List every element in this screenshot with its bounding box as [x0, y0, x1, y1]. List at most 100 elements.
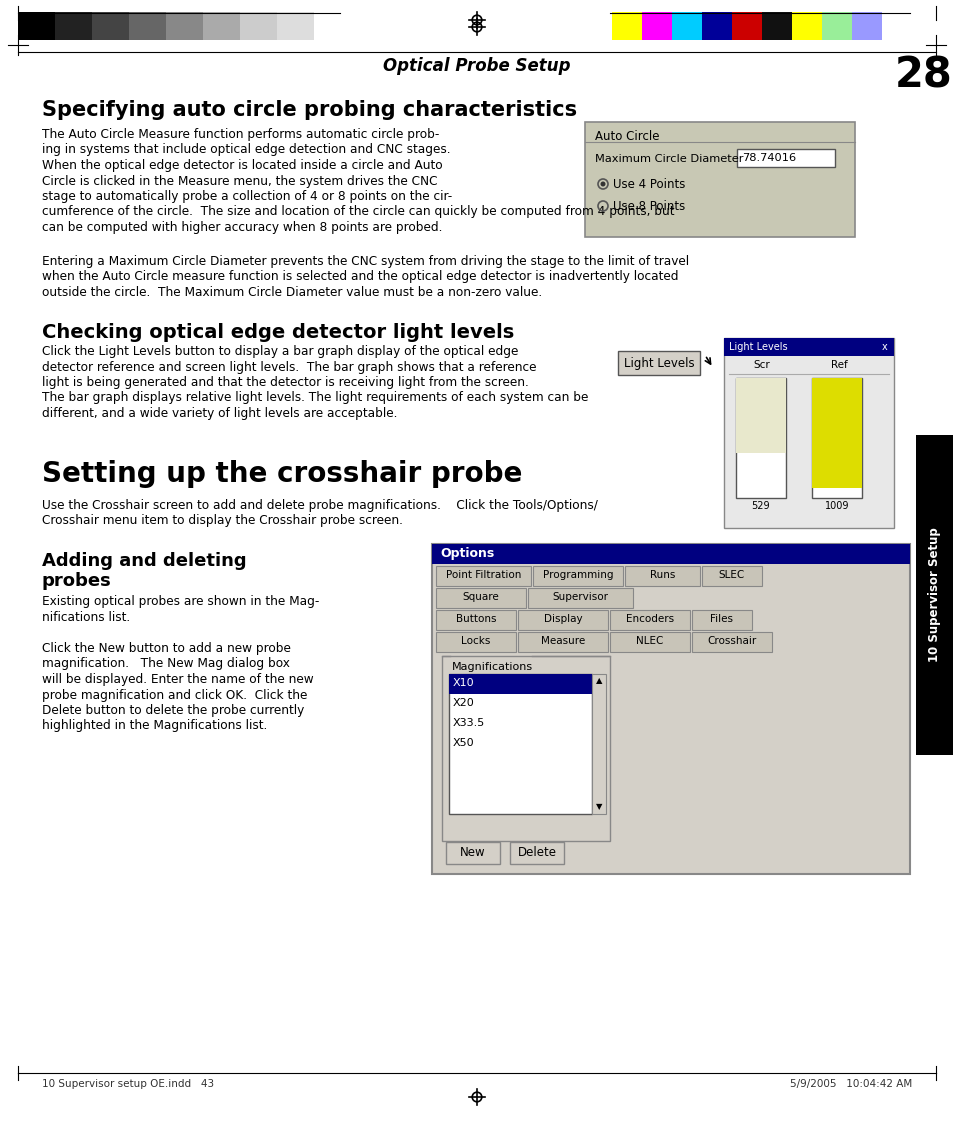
Text: 78.74016: 78.74016: [741, 153, 796, 163]
Text: X20: X20: [453, 699, 475, 709]
Bar: [436, 587, 525, 608]
Text: Delete: Delete: [517, 846, 556, 860]
Bar: [436, 566, 531, 585]
Text: ing in systems that include optical edge detection and CNC stages.: ing in systems that include optical edge…: [42, 144, 450, 156]
Text: When the optical edge detector is located inside a circle and Auto: When the optical edge detector is locate…: [42, 159, 442, 172]
Bar: [735, 378, 785, 498]
Text: 1009: 1009: [824, 501, 848, 511]
Bar: [510, 842, 563, 864]
Bar: [671, 12, 701, 40]
Text: light is being generated and that the detector is receiving light from the scree: light is being generated and that the de…: [42, 376, 528, 389]
Bar: [691, 631, 771, 651]
Bar: [821, 12, 851, 40]
Bar: [517, 631, 607, 651]
Text: Light Levels: Light Levels: [728, 342, 787, 352]
Bar: [432, 543, 909, 564]
Bar: [791, 12, 821, 40]
Text: New: New: [459, 846, 485, 860]
Text: Auto Circle: Auto Circle: [595, 130, 659, 143]
Bar: [314, 12, 351, 40]
Bar: [618, 351, 700, 375]
Text: ▲: ▲: [595, 676, 601, 685]
Text: detector reference and screen light levels.  The bar graph shows that a referenc: detector reference and screen light leve…: [42, 360, 536, 374]
Text: Crosshair: Crosshair: [706, 637, 756, 647]
Text: Click the Light Levels button to display a bar graph display of the optical edge: Click the Light Levels button to display…: [42, 345, 517, 358]
Bar: [641, 12, 671, 40]
Text: Locks: Locks: [461, 637, 490, 647]
Text: Checking optical edge detector light levels: Checking optical edge detector light lev…: [42, 323, 514, 342]
Text: Encoders: Encoders: [625, 614, 674, 624]
Text: Scr: Scr: [753, 360, 770, 370]
Text: Point Filtration: Point Filtration: [445, 570, 520, 580]
Text: 5/9/2005   10:04:42 AM: 5/9/2005 10:04:42 AM: [789, 1079, 911, 1089]
Bar: [449, 674, 592, 693]
Bar: [55, 12, 91, 40]
Text: Existing optical probes are shown in the Mag-: Existing optical probes are shown in the…: [42, 595, 319, 609]
Bar: [276, 12, 314, 40]
Text: The bar graph displays relative light levels. The light requirements of each sys: The bar graph displays relative light le…: [42, 392, 588, 405]
Text: Click the New button to add a new probe: Click the New button to add a new probe: [42, 642, 291, 655]
Bar: [446, 842, 499, 864]
Bar: [436, 610, 516, 630]
Bar: [609, 610, 689, 630]
Bar: [449, 674, 592, 813]
Text: X33.5: X33.5: [453, 719, 485, 729]
Bar: [723, 338, 893, 528]
Text: Use 4 Points: Use 4 Points: [613, 178, 684, 190]
Bar: [527, 587, 633, 608]
Text: probes: probes: [42, 572, 112, 590]
Bar: [761, 12, 791, 40]
Text: Specifying auto circle probing characteristics: Specifying auto circle probing character…: [42, 100, 577, 120]
Text: Ref: Ref: [830, 360, 846, 370]
Text: Maximum Circle Diameter: Maximum Circle Diameter: [595, 154, 742, 164]
Bar: [533, 566, 622, 585]
Circle shape: [599, 181, 605, 187]
Text: Supervisor: Supervisor: [552, 593, 608, 603]
Bar: [609, 631, 689, 651]
Bar: [203, 12, 240, 40]
Bar: [735, 378, 785, 453]
Text: 283: 283: [894, 55, 953, 97]
Text: X10: X10: [453, 678, 475, 688]
Text: Use the Crosshair screen to add and delete probe magnifications.    Click the To: Use the Crosshair screen to add and dele…: [42, 498, 598, 512]
Bar: [701, 12, 731, 40]
Bar: [166, 12, 203, 40]
Text: different, and a wide variety of light levels are acceptable.: different, and a wide variety of light l…: [42, 407, 397, 420]
Bar: [517, 610, 607, 630]
Text: SLEC: SLEC: [719, 570, 744, 580]
Text: highlighted in the Magnifications list.: highlighted in the Magnifications list.: [42, 720, 267, 732]
Text: 10 Supervisor Setup: 10 Supervisor Setup: [927, 528, 941, 663]
Text: Measure: Measure: [540, 637, 584, 647]
Text: Buttons: Buttons: [456, 614, 496, 624]
Bar: [737, 148, 834, 166]
Text: probe magnification and click OK.  Click the: probe magnification and click OK. Click …: [42, 688, 307, 702]
Text: stage to automatically probe a collection of 4 or 8 points on the cir-: stage to automatically probe a collectio…: [42, 190, 452, 202]
Text: Display: Display: [543, 614, 581, 624]
Bar: [592, 674, 605, 813]
Text: when the Auto Circle measure function is selected and the optical edge detector : when the Auto Circle measure function is…: [42, 270, 678, 284]
Text: outside the circle.  The Maximum Circle Diameter value must be a non-zero value.: outside the circle. The Maximum Circle D…: [42, 286, 541, 298]
Text: ▼: ▼: [595, 802, 601, 811]
Bar: [731, 12, 761, 40]
Text: Crosshair menu item to display the Crosshair probe screen.: Crosshair menu item to display the Cross…: [42, 514, 402, 526]
Text: Entering a Maximum Circle Diameter prevents the CNC system from driving the stag: Entering a Maximum Circle Diameter preve…: [42, 254, 688, 268]
Text: can be computed with higher accuracy when 8 points are probed.: can be computed with higher accuracy whe…: [42, 220, 442, 234]
Bar: [915, 435, 953, 755]
Bar: [612, 12, 641, 40]
Bar: [691, 610, 751, 630]
Text: Optical Probe Setup: Optical Probe Setup: [383, 57, 570, 75]
Text: NLEC: NLEC: [636, 637, 663, 647]
Text: magnification.   The New Mag dialog box: magnification. The New Mag dialog box: [42, 657, 290, 670]
Text: Adding and deleting: Adding and deleting: [42, 551, 247, 569]
Text: 10 Supervisor setup OE.indd   43: 10 Supervisor setup OE.indd 43: [42, 1079, 213, 1089]
Text: Delete button to delete the probe currently: Delete button to delete the probe curren…: [42, 704, 304, 717]
Text: Files: Files: [710, 614, 733, 624]
Bar: [811, 378, 862, 498]
Text: Use 8 Points: Use 8 Points: [613, 199, 684, 213]
Text: Options: Options: [439, 547, 494, 560]
Text: The Auto Circle Measure function performs automatic circle prob-: The Auto Circle Measure function perform…: [42, 128, 439, 141]
Text: x: x: [882, 342, 887, 352]
Bar: [91, 12, 129, 40]
Text: Light Levels: Light Levels: [623, 357, 694, 369]
Text: Magnifications: Magnifications: [452, 663, 533, 673]
